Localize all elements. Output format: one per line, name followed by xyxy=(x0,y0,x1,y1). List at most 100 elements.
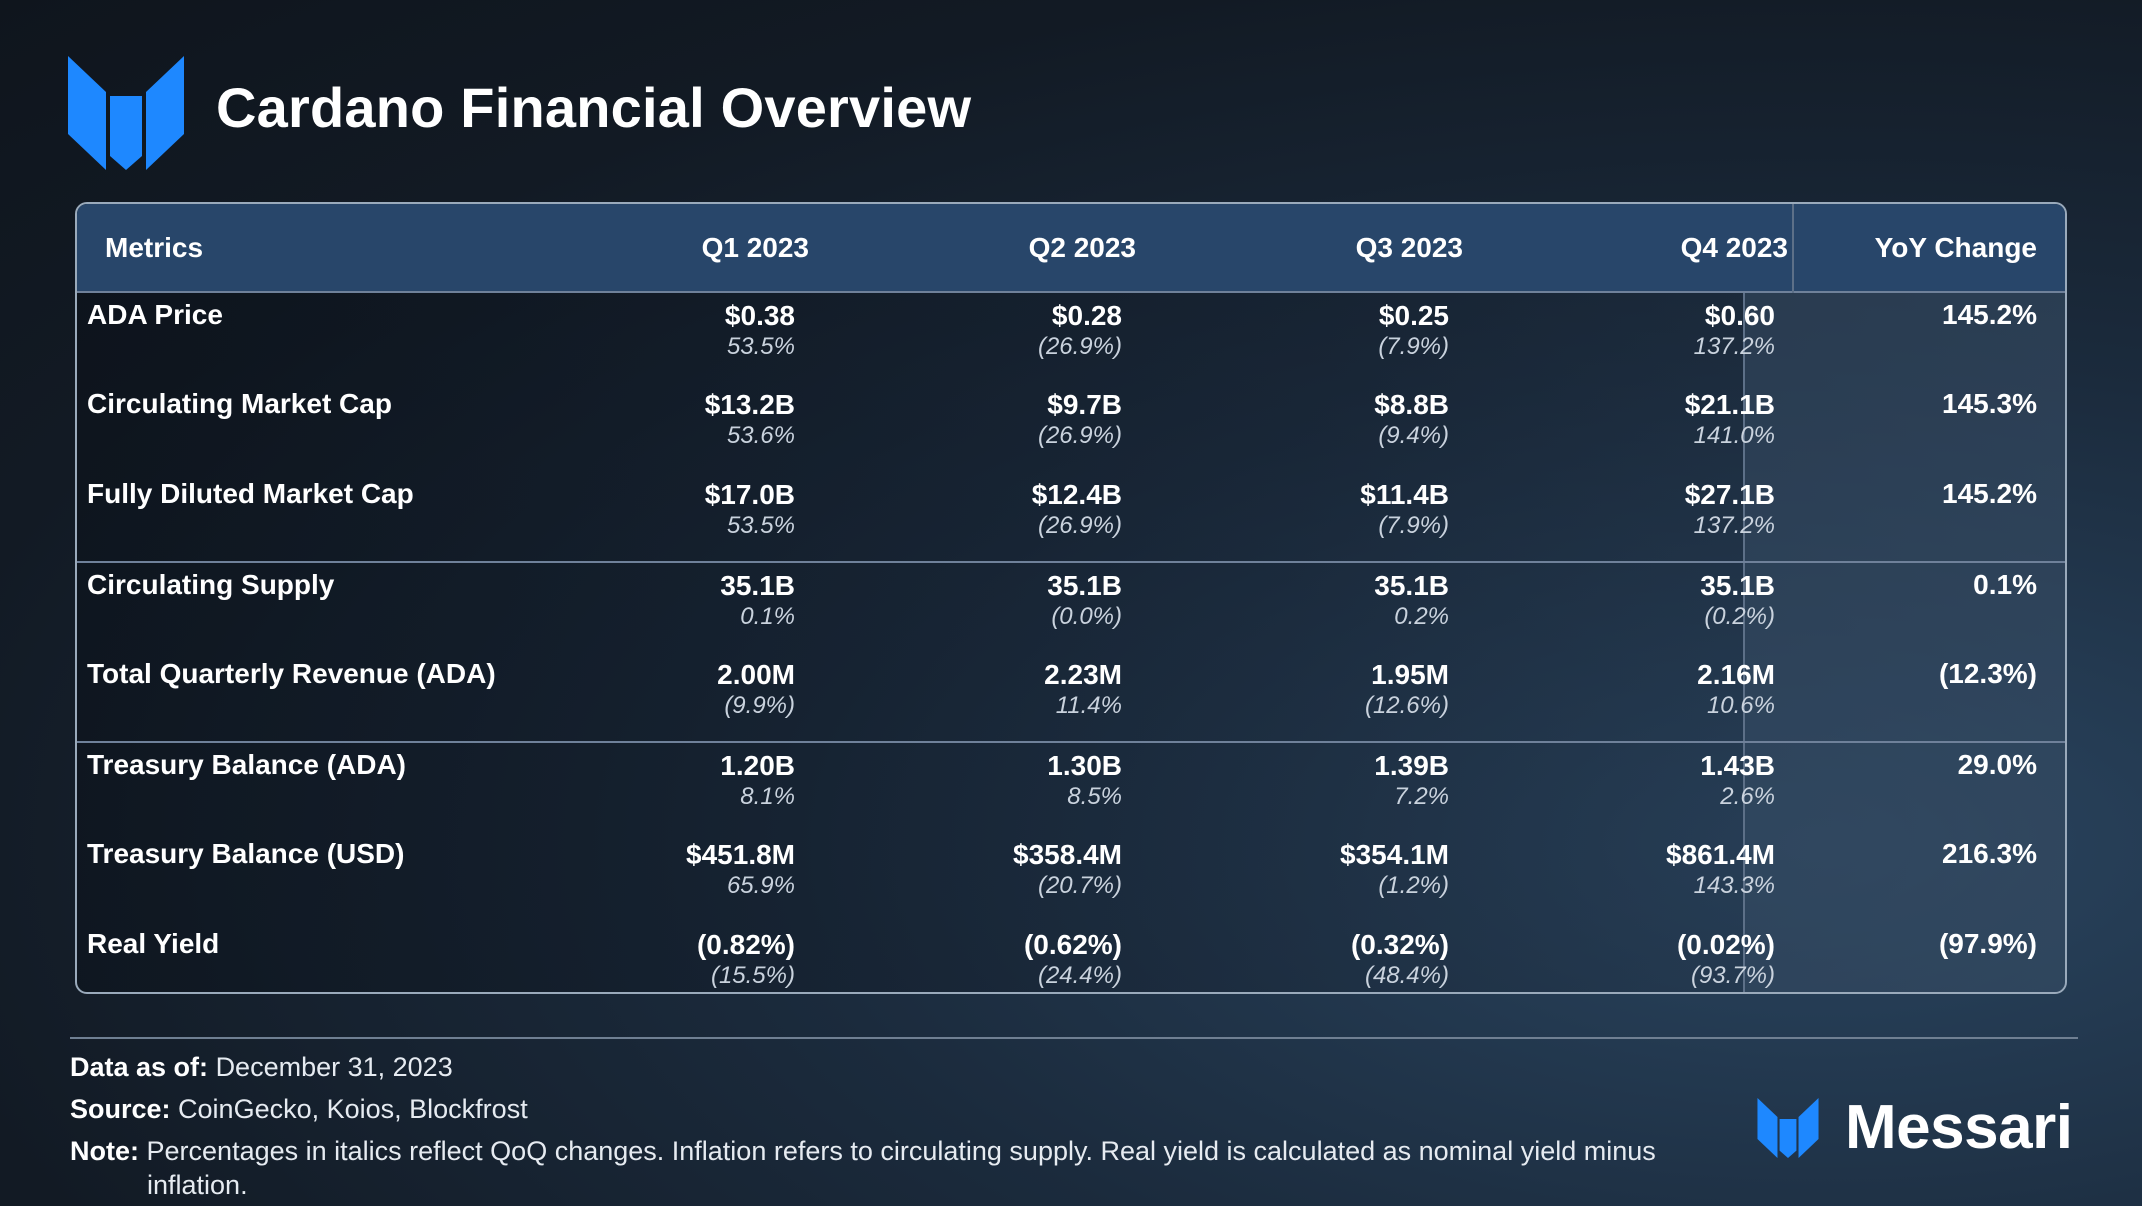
column-header-yoy: YoY Change xyxy=(1792,204,2065,292)
messari-logo-icon xyxy=(1757,1098,1819,1158)
column-header-q3: Q3 2023 xyxy=(1355,231,1463,263)
qoq-change: (1.2%) xyxy=(1378,872,1449,899)
qoq-change: 0.1% xyxy=(740,603,795,630)
qoq-change: 53.5% xyxy=(726,333,795,360)
qoq-change: 2.6% xyxy=(1720,783,1775,810)
qoq-change: 137.2% xyxy=(1693,333,1775,360)
quarter-cell-q4: $0.60 137.2% xyxy=(1467,292,1793,382)
qoq-change: (7.9%) xyxy=(1378,333,1449,360)
metric-value: $12.4B xyxy=(1031,479,1122,510)
quarter-cell-q1: $451.8M 65.9% xyxy=(597,832,813,922)
table-row: Total Quarterly Revenue (ADA) 2.00M (9.9%)… xyxy=(77,652,2065,742)
qoq-change: (15.5%) xyxy=(710,962,795,989)
metric-value: $861.4M xyxy=(1666,839,1775,870)
quarter-cell-q1: $17.0B 53.5% xyxy=(597,472,813,562)
metric-value: $451.8M xyxy=(686,839,795,870)
quarter-cell-q3: $8.8B (9.4%) xyxy=(1140,382,1467,472)
quarter-cell-q4: $21.1B 141.0% xyxy=(1467,382,1793,472)
source-line: Source: CoinGecko, Koios, Blockfrost xyxy=(70,1092,528,1126)
qoq-change: (48.4%) xyxy=(1364,962,1449,989)
metric-name: Treasury Balance (ADA) xyxy=(77,741,597,832)
footer-divider xyxy=(70,1037,2078,1039)
quarter-cell-q1: (0.82%) (15.5%) xyxy=(597,922,813,992)
note-label: Note: xyxy=(70,1136,139,1166)
column-header-q2: Q2 2023 xyxy=(1028,231,1136,263)
qoq-change: (9.9%) xyxy=(724,692,795,719)
page-title: Cardano Financial Overview xyxy=(216,76,972,139)
table-row: Circulating Supply 35.1B 0.1% 35.1B (0.0%) 35… xyxy=(77,561,2065,652)
quarter-cell-q2: $0.28 (26.9%) xyxy=(813,292,1140,382)
financial-table: Metrics Q1 2023 Q2 2023 Q3 2023 Q4 2023 … xyxy=(75,202,2067,994)
quarter-cell-q1: $0.38 53.5% xyxy=(597,292,813,382)
quarter-cell-q2: $12.4B (26.9%) xyxy=(813,472,1140,562)
metric-value: (0.02%) xyxy=(1676,929,1775,960)
qoq-change: (93.7%) xyxy=(1690,962,1775,989)
metric-value: (0.82%) xyxy=(696,929,795,960)
table-row: Real Yield (0.82%) (15.5%) (0.62%) (24.4%) (0… xyxy=(77,922,2065,992)
quarter-cell-q2: $358.4M (20.7%) xyxy=(813,832,1140,922)
qoq-change: (24.4%) xyxy=(1037,962,1122,989)
quarter-cell-q4: $861.4M 143.3% xyxy=(1467,832,1793,922)
quarter-cell-q2: 1.30B 8.5% xyxy=(813,741,1140,832)
quarter-cell-q4: $27.1B 137.2% xyxy=(1467,472,1793,562)
metric-value: $27.1B xyxy=(1684,479,1775,510)
metric-value: $0.38 xyxy=(724,300,795,331)
metric-value: $8.8B xyxy=(1374,389,1449,420)
metric-name: ADA Price xyxy=(87,299,223,330)
note-block: Note: Percentages in italics reflect QoQ… xyxy=(70,1134,1750,1202)
table-header-row: Metrics Q1 2023 Q2 2023 Q3 2023 Q4 2023 … xyxy=(77,204,2065,292)
metric-value: 2.23M xyxy=(1044,659,1122,690)
data-as-of-label: Data as of: xyxy=(70,1052,209,1082)
metric-value: $17.0B xyxy=(704,479,795,510)
metric-value: $13.2B xyxy=(704,389,795,420)
metric-name: Treasury Balance (USD) xyxy=(87,838,405,869)
quarter-cell-q4: 1.43B 2.6% xyxy=(1467,741,1793,832)
source-label: Source: xyxy=(70,1094,171,1124)
qoq-change: (26.9%) xyxy=(1037,422,1122,449)
qoq-change: 53.6% xyxy=(726,422,795,449)
column-header-q1: Q1 2023 xyxy=(701,231,809,263)
metric-name: Real Yield xyxy=(87,928,220,959)
data-as-of-value: December 31, 2023 xyxy=(215,1052,453,1082)
quarter-cell-q4: 2.16M 10.6% xyxy=(1467,652,1793,742)
metric-value: 2.16M xyxy=(1697,659,1775,690)
qoq-change: 137.2% xyxy=(1693,512,1775,539)
qoq-change: 8.5% xyxy=(1067,783,1122,810)
qoq-change: (0.2%) xyxy=(1704,603,1775,630)
column-header-metrics: Metrics xyxy=(105,231,204,263)
messari-logo-icon xyxy=(68,56,184,170)
qoq-change: (0.0%) xyxy=(1051,603,1122,630)
table-row: Circulating Market Cap $13.2B 53.6% $9.7B (2… xyxy=(77,382,2065,472)
quarter-cell-q1: 35.1B 0.1% xyxy=(597,561,813,652)
metric-name: Total Quarterly Revenue (ADA) xyxy=(87,658,496,689)
yoy-change: (97.9%) xyxy=(1938,928,2037,959)
metric-value: $11.4B xyxy=(1360,479,1449,510)
metric-value: (0.62%) xyxy=(1023,929,1122,960)
metric-value: $0.25 xyxy=(1378,300,1449,331)
yoy-change: 29.0% xyxy=(1793,741,2065,832)
qoq-change: (26.9%) xyxy=(1037,333,1122,360)
metric-value: 35.1B xyxy=(720,570,795,601)
yoy-change: 145.2% xyxy=(1942,299,2037,330)
quarter-cell-q3: (0.32%) (48.4%) xyxy=(1140,922,1467,992)
metric-value: 1.30B xyxy=(1047,750,1122,781)
quarter-cell-q3: $354.1M (1.2%) xyxy=(1140,832,1467,922)
qoq-change: 8.1% xyxy=(740,783,795,810)
metric-value: $354.1M xyxy=(1340,839,1449,870)
quarter-cell-q2: (0.62%) (24.4%) xyxy=(813,922,1140,992)
qoq-change: 0.2% xyxy=(1394,603,1449,630)
quarter-cell-q4: (0.02%) (93.7%) xyxy=(1467,922,1793,992)
metric-value: 35.1B xyxy=(1047,570,1122,601)
qoq-change: 7.2% xyxy=(1394,783,1449,810)
yoy-change: (12.3%) xyxy=(1938,658,2037,689)
metric-value: 1.39B xyxy=(1374,750,1449,781)
quarter-cell-q3: 1.95M (12.6%) xyxy=(1140,652,1467,742)
metric-value: $0.60 xyxy=(1704,300,1775,331)
metric-value: 35.1B xyxy=(1374,570,1449,601)
metric-name: Circulating Market Cap xyxy=(87,388,392,419)
data-as-of-line: Data as of: December 31, 2023 xyxy=(70,1050,453,1084)
note-text-line1: Percentages in italics reflect QoQ chang… xyxy=(146,1136,1656,1166)
yoy-change: 216.3% xyxy=(1942,838,2037,869)
quarter-cell-q3: 35.1B 0.2% xyxy=(1140,561,1467,652)
table-row: Fully Diluted Market Cap $17.0B 53.5% $12.4… xyxy=(77,472,2065,562)
